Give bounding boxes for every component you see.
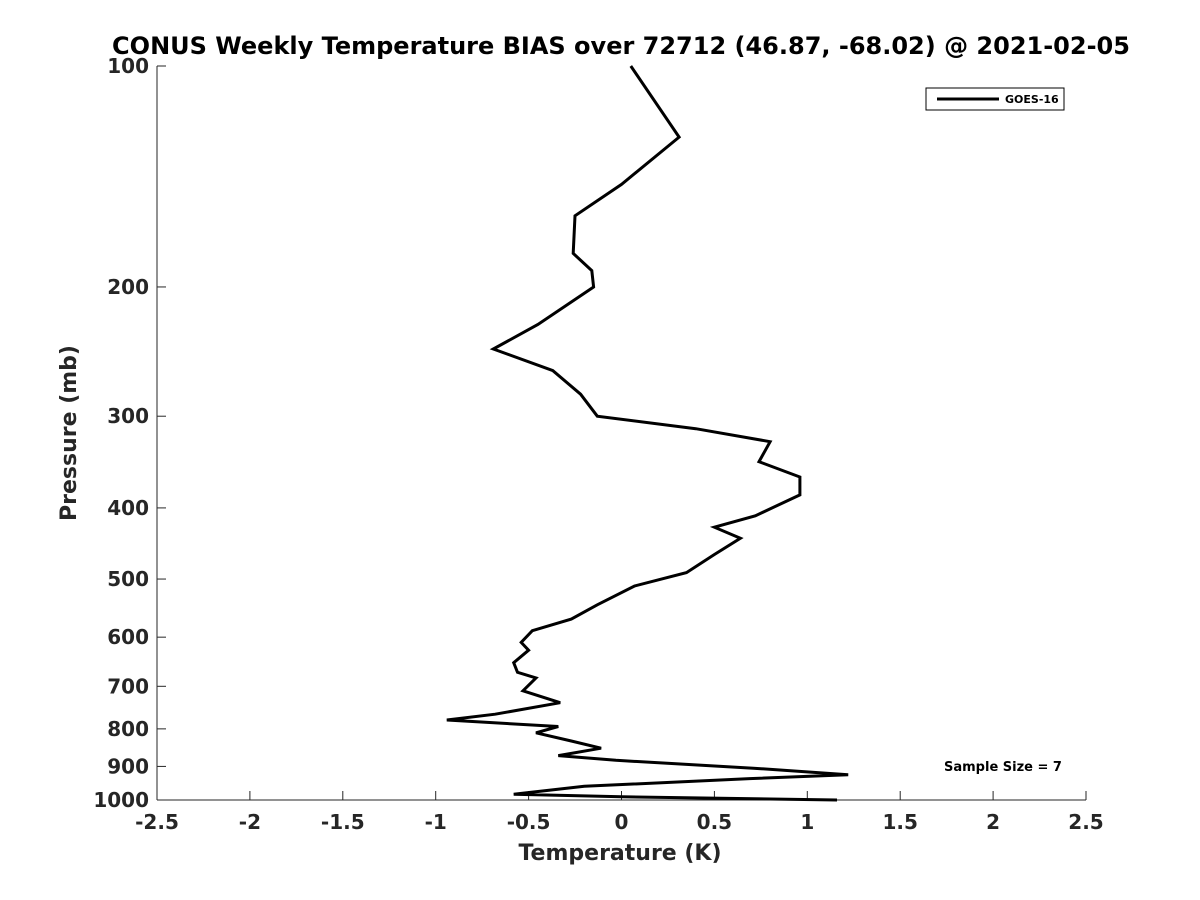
- x-tick-label: 0: [615, 810, 629, 834]
- y-axis-label: Pressure (mb): [57, 345, 82, 521]
- x-tick-label: -2: [239, 810, 261, 834]
- y-axis-ticks: 100 200 300 400 500 600 700 800 900 1000: [93, 54, 166, 812]
- x-tick-label: -1: [425, 810, 447, 834]
- y-tick-label: 100: [107, 54, 149, 78]
- y-tick-label: 1000: [93, 788, 149, 812]
- legend-entry-goes-16: GOES-16: [1005, 93, 1059, 106]
- y-tick-label: 800: [107, 717, 149, 741]
- x-tick-label: -0.5: [507, 810, 551, 834]
- chart-title: CONUS Weekly Temperature BIAS over 72712…: [112, 32, 1130, 60]
- x-tick-label: 2.5: [1068, 810, 1103, 834]
- y-tick-label: 300: [107, 404, 149, 428]
- x-axis-label: Temperature (K): [518, 841, 721, 866]
- x-tick-label: 0.5: [697, 810, 732, 834]
- sample-size-annotation: Sample Size = 7: [944, 760, 1062, 775]
- y-tick-label: 400: [107, 496, 149, 520]
- x-tick-label: 1.5: [882, 810, 917, 834]
- plot-axes: [156, 66, 1086, 801]
- x-tick-label: -2.5: [135, 810, 179, 834]
- y-tick-label: 700: [107, 674, 149, 698]
- legend: GOES-16: [925, 87, 1065, 111]
- series-layer: [446, 65, 849, 802]
- x-tick-label: 1: [800, 810, 814, 834]
- x-tick-label: 2: [986, 810, 1000, 834]
- series-line-goes-16: [446, 65, 849, 802]
- y-tick-label: 200: [107, 275, 149, 299]
- y-tick-label: 500: [107, 567, 149, 591]
- x-tick-label: -1.5: [321, 810, 365, 834]
- y-tick-label: 600: [107, 625, 149, 649]
- y-tick-label: 900: [107, 754, 149, 778]
- x-axis-ticks: -2.5 -2 -1.5 -1 -0.5 0 0.5 1 1.5 2 2.5: [135, 791, 1104, 834]
